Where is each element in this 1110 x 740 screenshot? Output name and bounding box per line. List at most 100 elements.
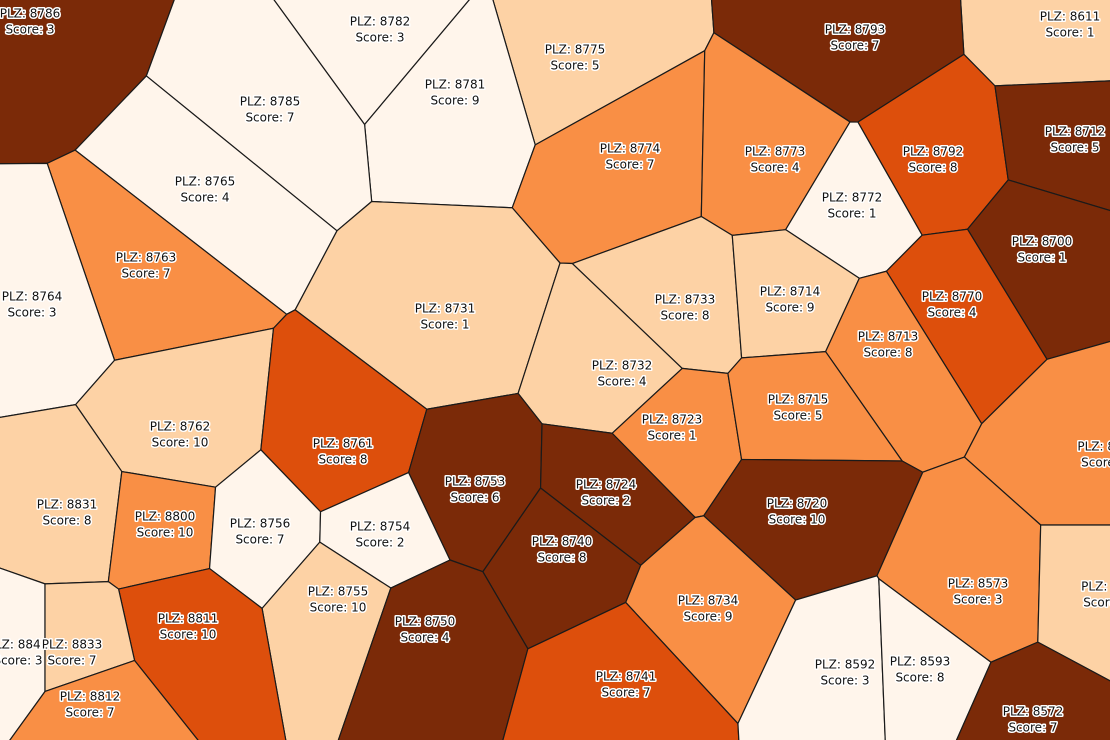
plz-label: PLZ: 8792 — [903, 145, 964, 159]
plz-label: PLZ: 8713 — [858, 330, 919, 344]
plz-label: PLZ: 8712 — [1045, 125, 1106, 139]
plz-label: PLZ: 8763 — [116, 251, 177, 265]
score-label: Score: 1 — [1017, 251, 1066, 265]
plz-label: PLZ: 8733 — [655, 293, 716, 307]
score-label: Score: 8 — [908, 161, 957, 175]
plz-label: PLZ: 8772 — [822, 191, 883, 205]
score-label: Score: 5 — [773, 409, 822, 423]
plz-label: PLZ: 8785 — [240, 95, 301, 109]
plz-label: PLZ: 8786 — [0, 7, 60, 21]
plz-label: PLZ: 8731 — [415, 302, 476, 316]
score-label: Score: 3 — [5, 23, 54, 37]
score-label: Score: 7 — [1008, 721, 1057, 735]
plz-label: PLZ: 81 — [1077, 440, 1110, 454]
score-label: Score: 4 — [400, 631, 449, 645]
plz-label: PLZ: 8831 — [37, 498, 98, 512]
plz-label: PLZ: 8833 — [42, 638, 103, 652]
score-label: Score: 7 — [47, 654, 96, 668]
score-label: Score: 10 — [137, 526, 194, 540]
plz-label: PLZ: 8714 — [760, 285, 821, 299]
plz-label: PLZ: 8765 — [175, 175, 236, 189]
score-label: Score: 8 — [42, 514, 91, 528]
score-label: Score: 10 — [160, 628, 217, 642]
score-label: Score: 5 — [550, 59, 599, 73]
plz-label: PLZ: 8700 — [1012, 235, 1073, 249]
score-label: Score: — [1081, 456, 1110, 470]
plz-label: PLZ: 8723 — [642, 413, 703, 427]
score-label: Score: 10 — [310, 601, 367, 615]
plz-label: PLZ: 8774 — [600, 142, 661, 156]
score-label: Score: 7 — [245, 111, 294, 125]
score-label: Score: 7 — [605, 158, 654, 172]
plz-label: PLZ: 8754 — [350, 520, 411, 534]
score-label: Score: 7 — [830, 39, 879, 53]
plz-label: PLZ: 8734 — [678, 594, 739, 608]
score-label: Score: 5 — [1050, 141, 1099, 155]
plz-label: PLZ: 8720 — [767, 497, 828, 511]
score-label: Score: 3 — [820, 674, 869, 688]
score-label: Score: 4 — [597, 375, 646, 389]
score-label: Score: 7 — [121, 267, 170, 281]
score-label: Score: 8 — [863, 346, 912, 360]
plz-label: PLZ: 8741 — [596, 670, 657, 684]
score-label: Score: 9 — [683, 610, 732, 624]
plz-label: PLZ: 8724 — [576, 478, 637, 492]
plz-label: PLZ: 8782 — [350, 15, 411, 29]
score-label: Score: 2 — [355, 536, 404, 550]
plz-label: PLZ: 8762 — [150, 420, 211, 434]
score-label: Score: 3 — [7, 306, 56, 320]
plz-label: PLZ: 8800 — [135, 510, 196, 524]
plz-label: PLZ: 8715 — [768, 393, 829, 407]
plz-label: PLZ: 8775 — [545, 43, 606, 57]
score-label: Score: 3 — [0, 654, 43, 668]
plz-label: PLZ: 8773 — [745, 145, 806, 159]
score-label: Score: 4 — [927, 306, 976, 320]
plz-label: PLZ: 8593 — [890, 655, 951, 669]
region — [955, 641, 1110, 740]
score-label: Score: 8 — [537, 551, 586, 565]
plz-label: PLZ: 8592 — [815, 658, 876, 672]
score-label: Score: 9 — [765, 301, 814, 315]
plz-label: PLZ: 8756 — [230, 517, 291, 531]
plz-label: PLZ: 8793 — [825, 23, 886, 37]
score-label: Score: 3 — [953, 593, 1002, 607]
score-label: Score: 1 — [827, 207, 876, 221]
plz-label: PLZ: 8611 — [1040, 10, 1101, 24]
score-label: Score: 9 — [430, 94, 479, 108]
score-label: Score: 4 — [750, 161, 799, 175]
score-label: Score: 2 — [581, 494, 630, 508]
plz-label: PLZ: 8770 — [922, 290, 983, 304]
plz-label: PLZ: 8764 — [2, 290, 63, 304]
plz-label: PLZ: 8572 — [1003, 705, 1064, 719]
plz-label: PLZ: 8573 — [948, 577, 1009, 591]
labels: PLZ: 8786 Score: 3 PLZ: 8782 Score: 3 PLZ: 8… — [0, 5, 1110, 736]
score-label: Score: 7 — [235, 533, 284, 547]
score-label: Score: 10 — [152, 436, 209, 450]
plz-label: PLZ: 8750 — [395, 615, 456, 629]
plz-label: PLZ: 8753 — [445, 475, 506, 489]
plz-label: PLZ: 8812 — [60, 690, 121, 704]
score-label: Score: 1 — [1045, 26, 1094, 40]
plz-label: PLZ: 8 — [1081, 580, 1110, 594]
score-label: Score: 8 — [660, 309, 709, 323]
score-label: Score: 8 — [895, 671, 944, 685]
score-label: Score: 7 — [65, 706, 114, 720]
region — [9, 659, 199, 740]
score-label: Score: 7 — [601, 686, 650, 700]
plz-label: PLZ: 8761 — [313, 437, 374, 451]
score-label: Score: 8 — [318, 453, 367, 467]
plz-label: PLZ: 8755 — [308, 585, 369, 599]
score-label: Score: 3 — [355, 31, 404, 45]
plz-label: PLZ: 8781 — [425, 78, 486, 92]
score-label: Score: 10 — [769, 513, 826, 527]
plz-label: PLZ: 8732 — [592, 359, 653, 373]
score-label: Score — [1083, 596, 1110, 610]
score-label: Score: 1 — [420, 318, 469, 332]
plz-label: PLZ: 8811 — [158, 612, 219, 626]
score-label: Score: 4 — [180, 191, 229, 205]
plz-label: PLZ: 8841 — [0, 638, 48, 652]
score-label: Score: 1 — [647, 429, 696, 443]
